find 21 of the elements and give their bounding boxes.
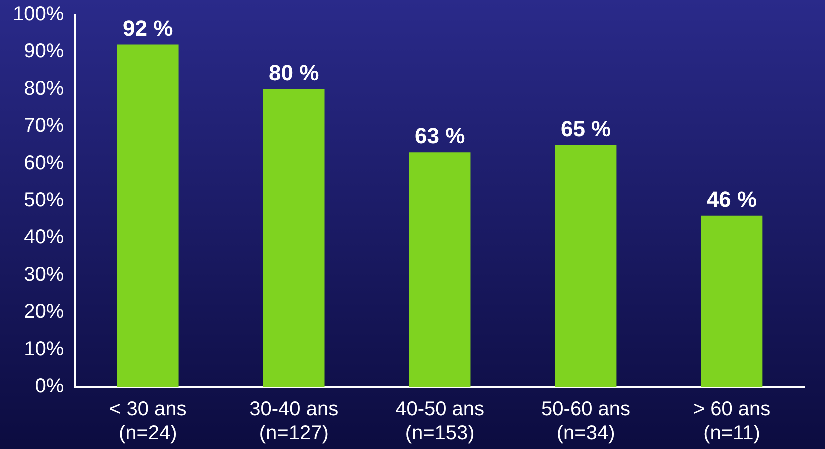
y-tick-label: 0% xyxy=(35,376,64,398)
y-tick-label: 50% xyxy=(24,190,64,212)
data-label: 63 % xyxy=(415,124,466,149)
x-tick-label: 40-50 ans (n=153) xyxy=(396,398,485,445)
data-label: 65 % xyxy=(560,116,612,142)
y-tick-label: 20% xyxy=(24,301,64,324)
x-tick-label: > 60 ans (n=11) xyxy=(693,398,771,445)
y-tick-label: 70% xyxy=(24,115,64,138)
y-tick-label: 10% xyxy=(24,338,64,360)
x-tick-label: < 30 ans (n=24) xyxy=(109,398,187,445)
y-tick-label: 40% xyxy=(24,226,64,249)
x-tick-label: 30-40 ans (n=127) xyxy=(250,398,339,445)
y-tick-label: 30% xyxy=(24,264,64,286)
data-label: 92 % xyxy=(123,16,174,41)
y-tick-label: 60% xyxy=(24,152,64,174)
y-tick-label: 100% xyxy=(12,4,64,26)
y-tick-label: 90% xyxy=(24,40,64,63)
data-label: 80 % xyxy=(269,60,320,86)
data-label: 46 % xyxy=(706,186,758,212)
x-tick-label: 50-60 ans (n=34) xyxy=(542,398,631,445)
y-tick-label: 80% xyxy=(24,78,64,100)
